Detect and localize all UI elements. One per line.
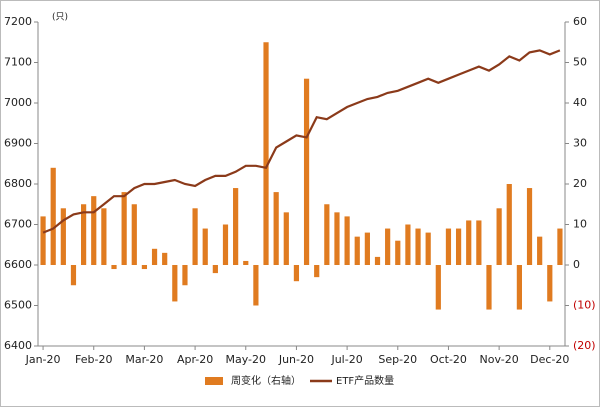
bar xyxy=(293,265,300,282)
x-tick-label: Jan-20 xyxy=(25,353,61,366)
bar xyxy=(212,265,218,274)
bar xyxy=(283,212,289,265)
y2-tick-label: (10) xyxy=(573,299,596,312)
y2-tick-label: 10 xyxy=(573,218,587,231)
x-tick-label: Sep-20 xyxy=(378,353,417,366)
bar xyxy=(516,265,522,310)
bar xyxy=(354,236,360,265)
bar xyxy=(202,228,208,265)
bar xyxy=(537,236,543,265)
bar xyxy=(263,42,269,265)
bar xyxy=(50,167,56,265)
y2-tick-label: 0 xyxy=(573,258,580,271)
bar xyxy=(141,265,148,270)
bar xyxy=(506,184,512,265)
y2-tick-label: 20 xyxy=(573,177,587,190)
y-tick-label: 6900 xyxy=(4,137,32,150)
y2-tick-label: (20) xyxy=(573,339,596,352)
bar xyxy=(496,208,502,265)
bar xyxy=(151,248,158,265)
bar xyxy=(253,265,259,306)
bar xyxy=(182,265,188,286)
bar xyxy=(405,224,411,265)
bar xyxy=(172,265,178,302)
x-tick-label: Jul-20 xyxy=(330,353,362,366)
bar xyxy=(233,188,239,265)
y2-tick-label: 40 xyxy=(573,96,587,109)
bar xyxy=(415,228,421,265)
x-tick-label: Mar-20 xyxy=(125,353,163,366)
bar xyxy=(557,228,563,265)
bar xyxy=(222,224,229,265)
y2-tick-label: 30 xyxy=(573,137,587,150)
bar xyxy=(314,265,320,278)
y-tick-label: 7000 xyxy=(4,96,32,109)
y-tick-label: 6600 xyxy=(4,258,32,271)
unit-label: (只) xyxy=(52,13,68,23)
x-tick-label: May-20 xyxy=(226,353,267,366)
bar xyxy=(455,228,462,265)
y-tick-label: 7100 xyxy=(4,56,32,69)
bar xyxy=(476,220,482,265)
bar xyxy=(324,204,330,265)
bar xyxy=(445,228,452,265)
bar xyxy=(81,204,87,265)
bar xyxy=(466,220,472,265)
bar xyxy=(273,192,279,265)
y-tick-label: 6500 xyxy=(4,299,32,312)
bar xyxy=(243,260,249,265)
y2-tick-label: 60 xyxy=(573,15,587,28)
bar xyxy=(121,192,127,265)
bar xyxy=(192,208,198,265)
bar xyxy=(425,232,431,265)
bar xyxy=(547,265,553,302)
y-tick-label: 6800 xyxy=(4,177,32,190)
x-tick-label: Apr-20 xyxy=(177,353,213,366)
bar xyxy=(374,256,381,265)
bar xyxy=(435,265,441,310)
bar xyxy=(111,265,117,270)
y-tick-label: 7200 xyxy=(4,15,32,28)
x-tick-label: Nov-20 xyxy=(480,353,519,366)
bar xyxy=(162,252,168,265)
bar xyxy=(70,265,77,286)
bar xyxy=(131,204,137,265)
bar xyxy=(395,240,401,265)
bar xyxy=(526,188,533,265)
bar xyxy=(334,212,340,265)
bar xyxy=(364,232,370,265)
bar xyxy=(60,208,66,265)
x-tick-label: Feb-20 xyxy=(75,353,112,366)
y-tick-label: 6700 xyxy=(4,218,32,231)
x-tick-label: Oct-20 xyxy=(430,353,467,366)
bar xyxy=(91,196,97,265)
bar xyxy=(344,216,350,265)
bar xyxy=(303,78,310,265)
y2-tick-label: 50 xyxy=(573,56,587,69)
legend-swatch xyxy=(205,377,223,385)
legend-label: 周变化（右轴） xyxy=(231,374,301,387)
x-tick-label: Dec-20 xyxy=(530,353,569,366)
bar xyxy=(486,265,492,310)
legend-label: ETF产品数量 xyxy=(336,374,394,387)
bar xyxy=(101,208,107,265)
line xyxy=(42,49,561,234)
y-tick-label: 6400 xyxy=(4,339,32,352)
bar xyxy=(40,216,46,265)
bar xyxy=(385,228,391,265)
x-tick-label: Jun-20 xyxy=(278,353,314,366)
